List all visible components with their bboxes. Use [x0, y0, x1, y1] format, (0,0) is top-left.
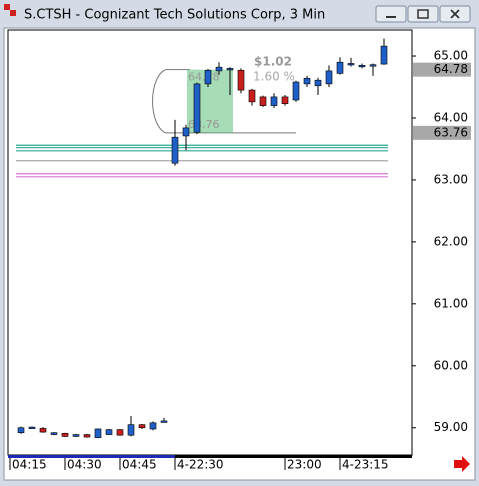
candle-body: [248, 89, 256, 103]
measure-high: 64.78: [188, 71, 220, 84]
y-tick-label: 64.00: [434, 110, 468, 124]
candle-body: [50, 432, 58, 435]
candle-body: [39, 428, 47, 433]
measure-low: 63.76: [188, 118, 220, 131]
y-tick-label: 61.00: [434, 296, 468, 310]
candle-body: [160, 420, 168, 423]
candle-body: [94, 428, 102, 438]
x-tick-label: 04:45: [122, 458, 157, 472]
x-tick-label: 04:30: [67, 458, 102, 472]
candle-body: [281, 96, 289, 105]
candle-body: [83, 434, 91, 438]
y-tick-label: 63.00: [434, 172, 468, 186]
candle-body: [171, 136, 179, 164]
x-tick-label: 04:15: [12, 458, 47, 472]
candle-body: [204, 69, 212, 85]
candle-body: [138, 424, 146, 429]
y-tick-label: 62.00: [434, 234, 468, 248]
measure-bracket: [152, 69, 296, 134]
candle-body: [17, 427, 25, 433]
candle-body: [303, 78, 311, 85]
app-icon: [10, 10, 16, 16]
candle-body: [369, 64, 377, 67]
candle-body: [314, 79, 322, 87]
candle-body: [116, 429, 124, 436]
window-title: S.CTSH - Cognizant Tech Solutions Corp, …: [24, 8, 325, 23]
y-tick-label: 65.00: [434, 49, 468, 63]
candle-body: [226, 68, 234, 71]
candle-body: [270, 96, 278, 106]
candle-body: [193, 83, 201, 133]
minimize-button[interactable]: [375, 5, 407, 23]
measure-change: $1.02: [254, 55, 292, 69]
y-tick-label: 60.00: [434, 358, 468, 372]
candle-body: [149, 422, 157, 430]
premarket-bar: [8, 455, 175, 458]
candle-body: [127, 424, 135, 436]
scroll-arrow[interactable]: [454, 456, 470, 472]
x-tick-label: 23:00: [287, 458, 322, 472]
candle-body: [105, 429, 113, 435]
candle-body: [259, 96, 267, 106]
close-icon: [450, 9, 460, 19]
candle-body: [61, 433, 69, 437]
candle-body: [72, 434, 80, 437]
price-marker: [413, 125, 471, 140]
time-axis-bar: [8, 455, 412, 458]
candle-body: [28, 426, 36, 429]
candle-body: [380, 45, 388, 65]
y-tick-label: 59.00: [434, 420, 468, 434]
candle-body: [237, 69, 245, 91]
price-marker-label: 64.78: [434, 62, 468, 76]
x-tick-label: 4-22:30: [177, 458, 224, 472]
candle-body: [215, 66, 223, 72]
app-icon: [4, 4, 10, 10]
candle-body: [347, 63, 355, 66]
x-tick-label: 4-23:15: [342, 458, 389, 472]
candle-body: [336, 61, 344, 74]
candle-body: [182, 127, 190, 137]
maximize-icon: [417, 9, 429, 19]
price-marker: [413, 62, 471, 77]
candle-body: [358, 65, 366, 68]
maximize-button[interactable]: [407, 5, 439, 23]
price-marker-label: 63.76: [434, 125, 468, 139]
candle-body: [292, 81, 300, 101]
measure-percent: 1.60 %: [253, 70, 295, 84]
candle-body: [325, 70, 333, 85]
